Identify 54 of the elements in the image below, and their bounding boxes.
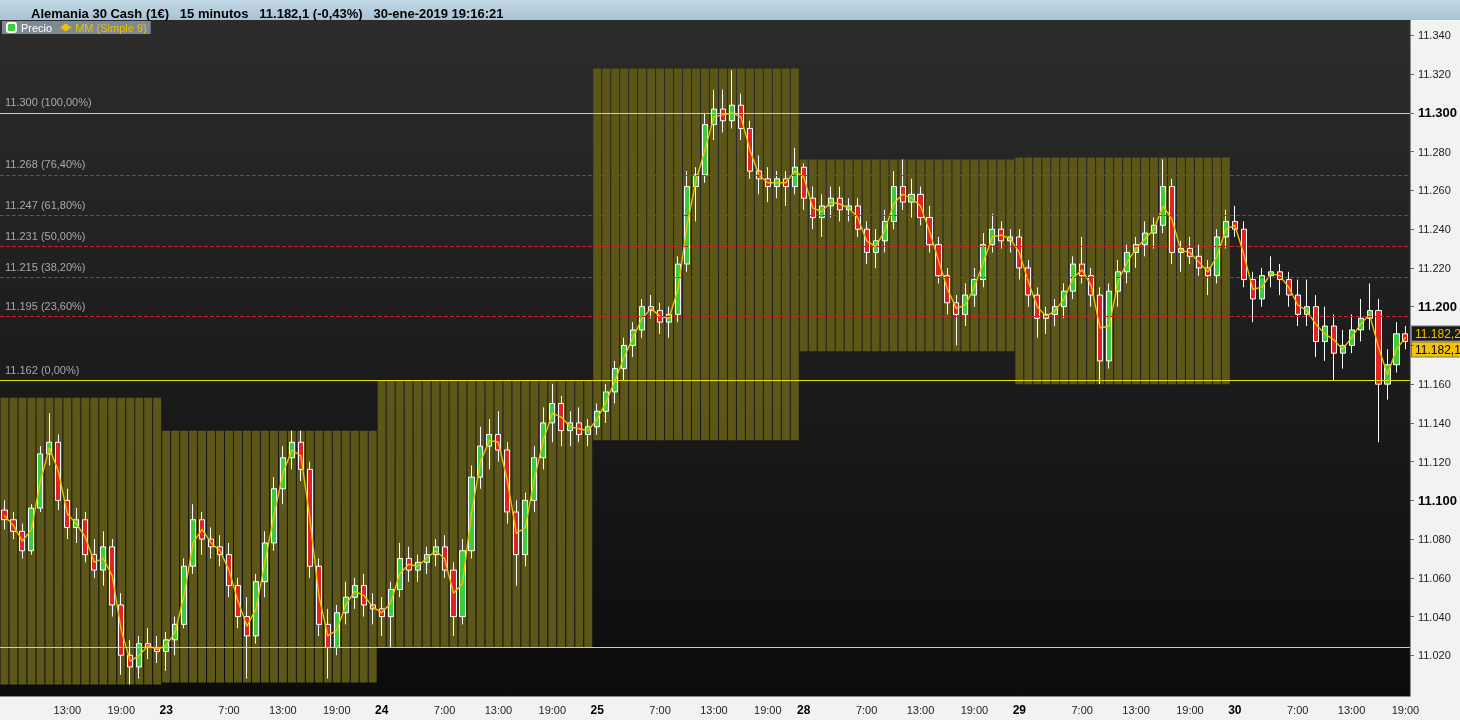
y-tick-label: 11.080 [1417, 533, 1451, 546]
y-tick-label: 11.300 [1417, 105, 1457, 121]
x-tick-label: 7:00 [1286, 703, 1309, 716]
x-tick-label: 19:00 [538, 703, 567, 716]
x-tick-label: 19:00 [107, 703, 135, 716]
ref-line-label: 11.268 (76,40%) [5, 158, 86, 171]
text: 11.182,1 [1415, 342, 1460, 357]
y-tick-label: 11.120 [1417, 455, 1451, 468]
x-tick-label: 7:00 [649, 703, 671, 716]
x-tick-label: 24 [375, 703, 389, 717]
ref-line-label: 11.300 (100,00%) [5, 96, 92, 109]
x-tick-label: 7:00 [218, 703, 240, 716]
x-tick-label: 19:00 [1176, 703, 1204, 716]
text: 11.182,2 [1415, 326, 1460, 341]
x-tick-label: 29 [1012, 703, 1027, 717]
x-tick-label: 7:00 [1071, 703, 1093, 716]
ref-line-label: 11.162 (0,00%) [5, 363, 80, 376]
x-tick-label: 13:00 [700, 703, 728, 716]
y-tick-label: 11.280 [1417, 145, 1451, 158]
ref-line-label: 11.195 (23,60%) [5, 299, 86, 312]
x-tick-label: 19:00 [960, 703, 989, 716]
y-tick-label: 11.240 [1417, 223, 1451, 236]
y-tick-label: 11.260 [1417, 184, 1451, 197]
y-tick-label: 11.020 [1417, 649, 1451, 662]
ref-line-label: 11.231 (50,00%) [5, 230, 86, 243]
y-tick-label: 11.060 [1417, 571, 1451, 584]
x-tick-label: 19:00 [323, 703, 351, 716]
x-tick-label: 23 [159, 703, 174, 717]
y-tick-label: 11.220 [1417, 261, 1451, 274]
x-tick-label: 13:00 [1337, 703, 1366, 716]
x-tick-label: 13:00 [484, 703, 513, 716]
chart-title: Alemania 30 Cash (1€) 15 minutos 11.182,1 (-0,43%) 30-ene-2019 19:16:21 [31, 6, 504, 21]
y-tick-label: 11.200 [1417, 299, 1457, 315]
x-tick-label: 13:00 [1122, 703, 1150, 716]
x-tick-label: 7:00 [433, 703, 456, 716]
x-tick-label: 13:00 [906, 703, 935, 716]
y-tick-label: 11.160 [1417, 378, 1451, 391]
y-tick-label: 11.340 [1417, 29, 1451, 42]
x-tick-label: 25 [590, 703, 605, 717]
legend-label: Precio [21, 21, 53, 34]
x-tick-label: 19:00 [754, 703, 782, 716]
y-tick-label: 11.100 [1417, 492, 1457, 508]
ref-line-label: 11.247 (61,80%) [5, 199, 86, 212]
x-tick-label: 30 [1228, 703, 1242, 717]
x-tick-label: 7:00 [855, 703, 878, 716]
y-tick-label: 11.040 [1417, 610, 1451, 623]
x-tick-label: 13:00 [269, 703, 297, 716]
x-tick-label: 28 [797, 703, 811, 717]
y-tick-label: 11.320 [1417, 68, 1451, 81]
y-tick-label: 11.140 [1417, 416, 1451, 429]
x-tick-label: 13:00 [53, 703, 82, 716]
x-tick-label: 19:00 [1391, 703, 1420, 716]
ref-line-label: 11.215 (38,20%) [5, 261, 86, 274]
legend-label: MM (Simple 9) [75, 21, 147, 34]
